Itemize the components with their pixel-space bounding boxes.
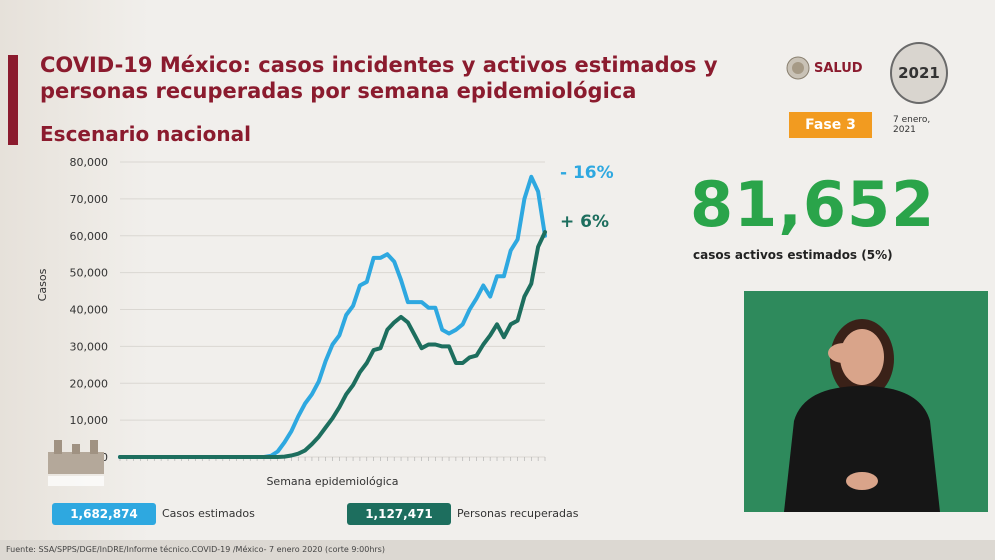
y-tick-label: 30,000: [70, 340, 109, 353]
x-axis-label: Semana epidemiológica: [266, 475, 398, 488]
active-cases-caption: casos activos estimados (5%): [693, 248, 893, 262]
y-tick-label: 40,000: [70, 304, 109, 317]
legend-estimated-label: Casos estimados: [162, 507, 255, 520]
date-line-2: 2021: [893, 125, 916, 135]
salud-label: SALUD: [814, 60, 863, 76]
title-line-2: personas recuperadas por semana epidemio…: [40, 79, 637, 103]
title-line-1: COVID-19 México: casos incidentes y acti…: [40, 53, 718, 77]
y-tick-label: 0: [101, 451, 108, 464]
title-accent-bar: [8, 55, 18, 145]
source-footer: Fuente: SSA/SPPS/DGE/InDRE/Informe técni…: [0, 540, 995, 560]
eagle-seal-icon: [786, 56, 810, 80]
y-tick-label: 60,000: [70, 230, 109, 243]
legend-estimated-total: 1,682,874: [52, 503, 156, 525]
cathedral-stamp-icon: [48, 440, 104, 486]
page-title: COVID-19 México: casos incidentes y acti…: [40, 52, 740, 104]
y-tick-label: 70,000: [70, 193, 109, 206]
logo-2021: 2021: [890, 42, 948, 104]
y-axis-label: Casos: [36, 268, 49, 301]
y-tick-label: 80,000: [70, 156, 109, 169]
phase-badge: Fase 3: [789, 112, 872, 138]
y-tick-label: 50,000: [70, 267, 109, 280]
logo-2021-text: 2021: [898, 64, 940, 82]
active-cases-value: 81,652: [690, 168, 936, 241]
date-line-1: 7 enero,: [893, 115, 931, 125]
cases-line-chart: 0 10,000 20,000 30,000 40,000 50,000 60,000 70,…: [36, 156, 614, 488]
series-annotation-estimated: - 16%: [560, 163, 614, 183]
y-tick-label: 10,000: [70, 414, 109, 427]
page-subtitle: Escenario nacional: [40, 122, 251, 146]
sign-language-interpreter-video: [744, 291, 988, 512]
legend-recovered-total: 1,127,471: [347, 503, 451, 525]
y-tick-label: 20,000: [70, 377, 109, 390]
salud-logo: SALUD: [786, 56, 863, 80]
interpreter-silhouette: [744, 291, 988, 512]
legend-recovered-label: Personas recuperadas: [457, 507, 579, 520]
series-line-recovered: [118, 230, 547, 459]
report-date: 7 enero, 2021: [893, 115, 930, 135]
series-annotation-recovered: + 6%: [560, 212, 609, 232]
